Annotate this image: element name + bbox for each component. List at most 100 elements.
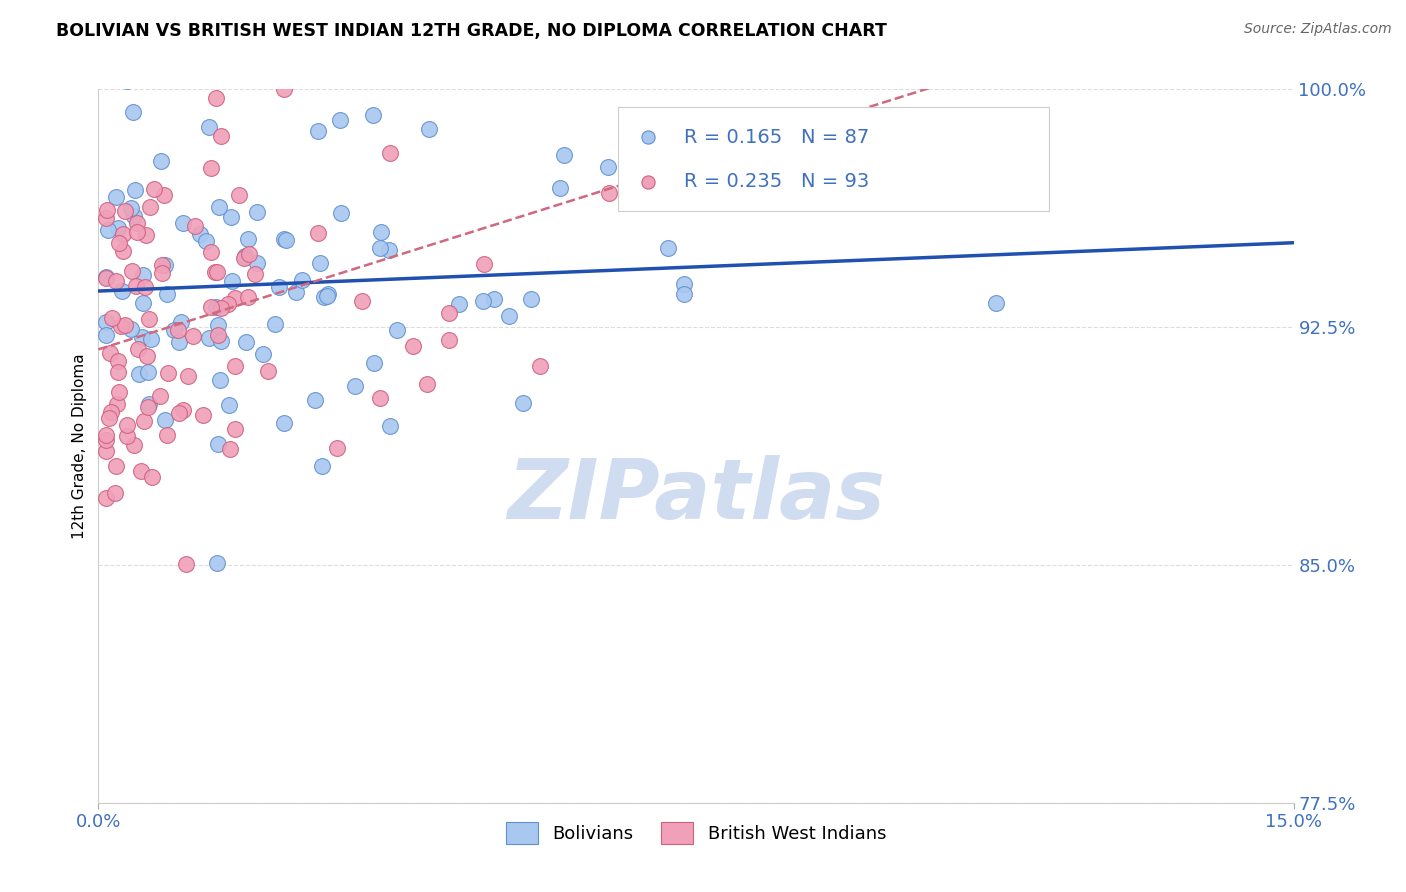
Point bbox=[141, 470, 163, 484]
Point bbox=[153, 413, 176, 427]
Point bbox=[136, 350, 159, 364]
Point bbox=[112, 227, 135, 242]
Point bbox=[134, 280, 156, 294]
Point bbox=[100, 405, 122, 419]
Point bbox=[361, 108, 384, 122]
Point bbox=[221, 210, 243, 224]
Point bbox=[273, 416, 295, 430]
Point bbox=[221, 274, 243, 288]
Point bbox=[437, 306, 460, 320]
Point bbox=[104, 458, 127, 473]
Point bbox=[368, 241, 391, 255]
Legend: Bolivians, British West Indians: Bolivians, British West Indians bbox=[499, 814, 893, 851]
Point bbox=[138, 311, 160, 326]
Point bbox=[437, 334, 460, 348]
Point bbox=[98, 410, 121, 425]
Point bbox=[101, 311, 124, 326]
Point bbox=[217, 296, 239, 310]
Point bbox=[329, 205, 352, 219]
Point bbox=[209, 129, 232, 144]
Point bbox=[107, 365, 129, 379]
Point bbox=[553, 148, 575, 162]
Point bbox=[391, 66, 413, 80]
Point bbox=[326, 441, 349, 455]
Point bbox=[315, 289, 337, 303]
Point bbox=[108, 236, 131, 251]
Point bbox=[167, 334, 190, 349]
Point bbox=[512, 396, 534, 410]
Point bbox=[96, 270, 118, 285]
Point bbox=[114, 203, 136, 218]
Point bbox=[228, 188, 250, 202]
Point bbox=[105, 274, 128, 288]
Point bbox=[387, 323, 409, 337]
Point bbox=[236, 290, 259, 304]
Point bbox=[418, 121, 440, 136]
Point bbox=[200, 161, 222, 176]
Point bbox=[96, 327, 118, 342]
Point bbox=[139, 331, 162, 345]
Point bbox=[124, 279, 146, 293]
Point bbox=[368, 391, 391, 405]
Point bbox=[352, 294, 374, 309]
Point bbox=[120, 201, 142, 215]
Text: Source: ZipAtlas.com: Source: ZipAtlas.com bbox=[1244, 22, 1392, 37]
Point bbox=[111, 244, 134, 258]
Point bbox=[125, 217, 148, 231]
Point bbox=[156, 366, 179, 380]
Point bbox=[232, 252, 254, 266]
Point bbox=[312, 289, 335, 303]
Point bbox=[235, 334, 257, 349]
Point bbox=[721, 177, 744, 191]
Point bbox=[598, 186, 620, 200]
Point bbox=[246, 205, 269, 219]
Point bbox=[984, 296, 1007, 310]
Point bbox=[673, 286, 696, 301]
Point bbox=[155, 428, 177, 442]
Point bbox=[121, 104, 143, 119]
Point bbox=[96, 271, 118, 285]
Point bbox=[138, 397, 160, 411]
Point bbox=[181, 329, 204, 343]
Point bbox=[150, 266, 173, 280]
Point bbox=[138, 201, 160, 215]
Point bbox=[378, 244, 401, 258]
Point bbox=[97, 223, 120, 237]
Point bbox=[471, 293, 494, 308]
Point bbox=[107, 221, 129, 235]
Point bbox=[218, 398, 240, 412]
Text: R = 0.165   N = 87: R = 0.165 N = 87 bbox=[685, 128, 869, 146]
Point bbox=[135, 228, 157, 243]
Point bbox=[307, 227, 329, 241]
Point bbox=[363, 356, 385, 370]
Point bbox=[105, 190, 128, 204]
Point bbox=[316, 287, 339, 301]
Point bbox=[150, 258, 173, 272]
Point bbox=[205, 300, 228, 314]
Point bbox=[529, 359, 551, 373]
Point bbox=[188, 227, 211, 241]
Point bbox=[548, 181, 571, 195]
Point bbox=[209, 301, 232, 316]
Point bbox=[105, 397, 128, 411]
Point bbox=[205, 91, 228, 105]
Point bbox=[124, 183, 146, 197]
Point bbox=[344, 379, 367, 393]
Point bbox=[198, 331, 221, 345]
FancyBboxPatch shape bbox=[619, 107, 1049, 211]
Point bbox=[96, 491, 118, 505]
Point bbox=[378, 418, 401, 433]
Point bbox=[128, 367, 150, 381]
Point bbox=[659, 66, 682, 80]
Point bbox=[307, 124, 329, 138]
Point bbox=[198, 120, 221, 135]
Point bbox=[238, 247, 260, 261]
Point bbox=[96, 428, 118, 442]
Point bbox=[167, 406, 190, 420]
Point bbox=[218, 442, 240, 456]
Point bbox=[252, 347, 274, 361]
Point bbox=[273, 81, 295, 95]
Point bbox=[184, 219, 207, 234]
Point bbox=[96, 443, 118, 458]
Point bbox=[285, 285, 308, 300]
